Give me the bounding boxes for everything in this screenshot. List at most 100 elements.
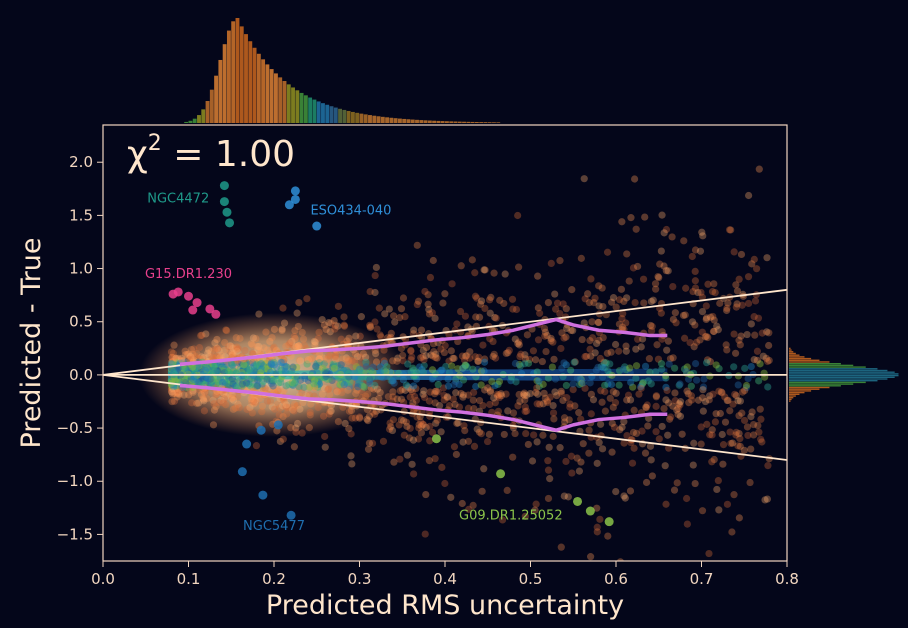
cloud-point (598, 445, 607, 453)
cloud-point (735, 514, 743, 522)
cloud-point (580, 319, 588, 327)
cloud-point (712, 410, 720, 418)
cloud-point (252, 335, 260, 343)
cloud-point (630, 444, 638, 452)
cloud-point (343, 375, 352, 383)
cloud-point (652, 285, 660, 293)
cloud-point (225, 376, 234, 384)
cloud-point (258, 359, 266, 367)
cloud-point (557, 389, 565, 397)
cloud-point (372, 358, 381, 366)
cloud-point (168, 388, 176, 396)
cloud-point (599, 333, 607, 342)
cloud-point (229, 394, 237, 402)
chi-exponent: 2 (148, 131, 162, 156)
cloud-point (698, 293, 706, 301)
cloud-point (294, 343, 302, 351)
top-hist-bin (321, 103, 325, 123)
cloud-point (173, 376, 181, 384)
top-hist-bin (496, 122, 501, 123)
cloud-point (345, 334, 353, 342)
cloud-point (452, 375, 460, 383)
cloud-point (422, 490, 430, 499)
cloud-point (515, 263, 523, 271)
cloud-point (526, 389, 534, 398)
cloud-point (417, 429, 425, 437)
cloud-point (564, 493, 572, 501)
cloud-point (502, 349, 510, 358)
cloud-point (679, 311, 688, 320)
cloud-point (429, 352, 437, 360)
cloud-point (698, 328, 706, 336)
cloud-point (341, 378, 350, 386)
cloud-point (704, 280, 712, 288)
cloud-point (272, 346, 281, 354)
cloud-point (412, 396, 421, 405)
cloud-point (638, 381, 646, 389)
cloud-point (699, 386, 707, 394)
cloud-point (692, 338, 701, 346)
cloud-point (208, 375, 217, 383)
cloud-point (520, 389, 528, 397)
cloud-point (321, 374, 329, 382)
cloud-point (622, 342, 630, 350)
cloud-point (299, 335, 308, 343)
cloud-point (214, 364, 222, 372)
cloud-point (719, 460, 727, 468)
point-labels: NGC4472ESO434-040G15.DR1.230NGC5477G09.D… (145, 192, 563, 535)
cloud-point (226, 342, 234, 350)
cloud-point (203, 366, 211, 374)
cloud-point (376, 368, 385, 376)
cloud-point (476, 300, 485, 308)
cloud-point (522, 429, 530, 438)
cloud-point (562, 333, 570, 341)
cloud-point (676, 380, 684, 388)
cloud-point (420, 387, 428, 395)
cloud-point (320, 360, 328, 368)
cloud-point (323, 375, 331, 383)
cloud-point (517, 350, 525, 358)
cloud-point (235, 359, 243, 367)
cloud-point (254, 382, 262, 390)
cloud-point (282, 403, 290, 411)
cloud-point (321, 432, 329, 441)
cloud-point (550, 415, 558, 423)
cloud-point (464, 437, 473, 445)
cloud-point (210, 406, 219, 414)
cloud-point (536, 309, 544, 317)
cloud-point (450, 381, 458, 389)
cloud-point (447, 493, 455, 501)
cloud-point (560, 414, 569, 422)
cloud-point (521, 360, 529, 368)
cloud-point (306, 383, 314, 391)
cloud-point (255, 375, 263, 383)
cloud-point (201, 388, 209, 396)
cloud-point (569, 386, 577, 394)
cloud-point (601, 381, 609, 389)
cloud-point (587, 553, 595, 561)
cloud-point (256, 365, 264, 373)
cloud-point (325, 319, 333, 327)
cloud-point (491, 354, 500, 362)
cloud-point (750, 255, 758, 263)
cloud-point (310, 337, 318, 346)
cloud-point (334, 417, 342, 426)
cloud-point (715, 387, 723, 395)
cloud-point (642, 478, 651, 487)
right-hist-bin (789, 368, 878, 370)
cloud-point (237, 358, 245, 366)
cloud-point (231, 379, 239, 387)
cloud-point (742, 384, 751, 392)
cloud-point (685, 399, 693, 407)
cloud-point (174, 365, 183, 373)
cloud-point (382, 368, 390, 376)
cloud-point (573, 374, 581, 383)
cloud-point (470, 404, 478, 413)
cloud-point (331, 353, 340, 361)
cloud-point (644, 422, 652, 430)
cloud-point (181, 377, 190, 385)
cloud-point (200, 377, 209, 385)
cloud-point (550, 355, 558, 363)
cloud-point (466, 354, 474, 362)
cloud-point (248, 359, 257, 367)
